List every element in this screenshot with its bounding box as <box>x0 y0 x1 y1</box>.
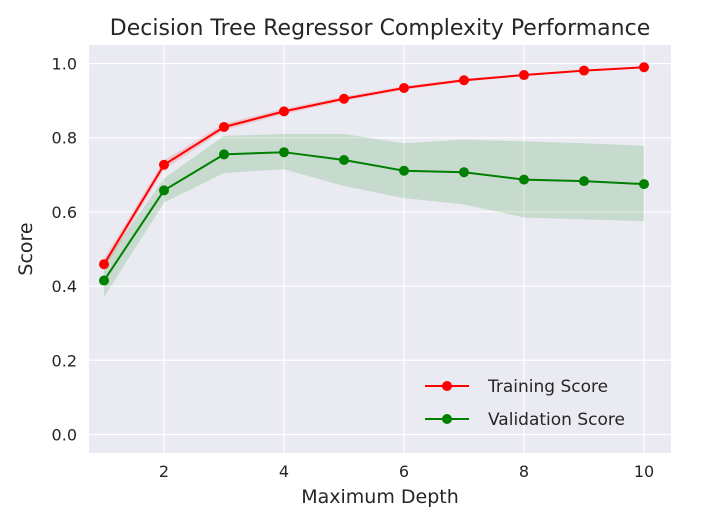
training-score-point <box>279 106 289 117</box>
legend-training-marker <box>442 381 452 391</box>
validation-score-point <box>279 147 289 158</box>
y-axis-label: Score <box>15 222 37 275</box>
y-axis-ticks: 0.0 0.2 0.4 0.6 0.8 1.0 <box>52 55 77 445</box>
x-tick-label: 2 <box>159 462 169 481</box>
series-lines <box>103 66 645 282</box>
validation-score-point <box>579 176 589 187</box>
y-tick-label: 0.0 <box>52 425 77 444</box>
training-score-point <box>459 75 469 86</box>
y-tick-label: 1.0 <box>52 55 77 74</box>
confidence-bands <box>104 66 644 298</box>
x-axis-label: Maximum Depth <box>301 486 459 508</box>
validation-score-point <box>519 174 529 185</box>
validation-score-point <box>99 275 109 286</box>
x-axis-ticks: 2 4 6 8 10 <box>159 462 654 481</box>
chart-title: Decision Tree Regressor Complexity Perfo… <box>110 16 650 41</box>
y-tick-label: 0.6 <box>52 203 77 222</box>
validation-score-band <box>104 134 644 298</box>
series-points <box>99 62 649 286</box>
y-tick-label: 0.2 <box>52 351 77 370</box>
validation-score-point <box>399 165 409 176</box>
training-score-point <box>519 70 529 81</box>
training-score-point <box>159 159 169 170</box>
validation-score-point <box>219 149 229 160</box>
validation-score-line <box>103 151 645 282</box>
validation-score-point <box>159 185 169 196</box>
legend-validation-label: Validation Score <box>488 410 625 430</box>
legend-training-label: Training Score <box>487 377 608 397</box>
training-score-point <box>219 121 229 132</box>
x-tick-label: 4 <box>279 462 289 481</box>
training-score-point <box>579 65 589 76</box>
grid <box>89 45 671 453</box>
training-score-point <box>639 62 649 73</box>
x-tick-label: 6 <box>399 462 409 481</box>
x-tick-label: 10 <box>634 462 654 481</box>
training-score-point <box>339 93 349 104</box>
training-score-line <box>103 66 645 265</box>
training-score-point <box>99 259 109 270</box>
y-tick-label: 0.4 <box>52 277 77 296</box>
plot-area <box>89 45 671 453</box>
validation-score-point <box>639 179 649 190</box>
validation-score-point <box>339 154 349 165</box>
x-tick-label: 8 <box>519 462 529 481</box>
validation-score-point <box>459 167 469 178</box>
legend: Training Score Validation Score <box>425 377 625 430</box>
legend-validation-marker <box>442 414 452 424</box>
training-score-point <box>399 83 409 94</box>
y-tick-label: 0.8 <box>52 129 77 148</box>
